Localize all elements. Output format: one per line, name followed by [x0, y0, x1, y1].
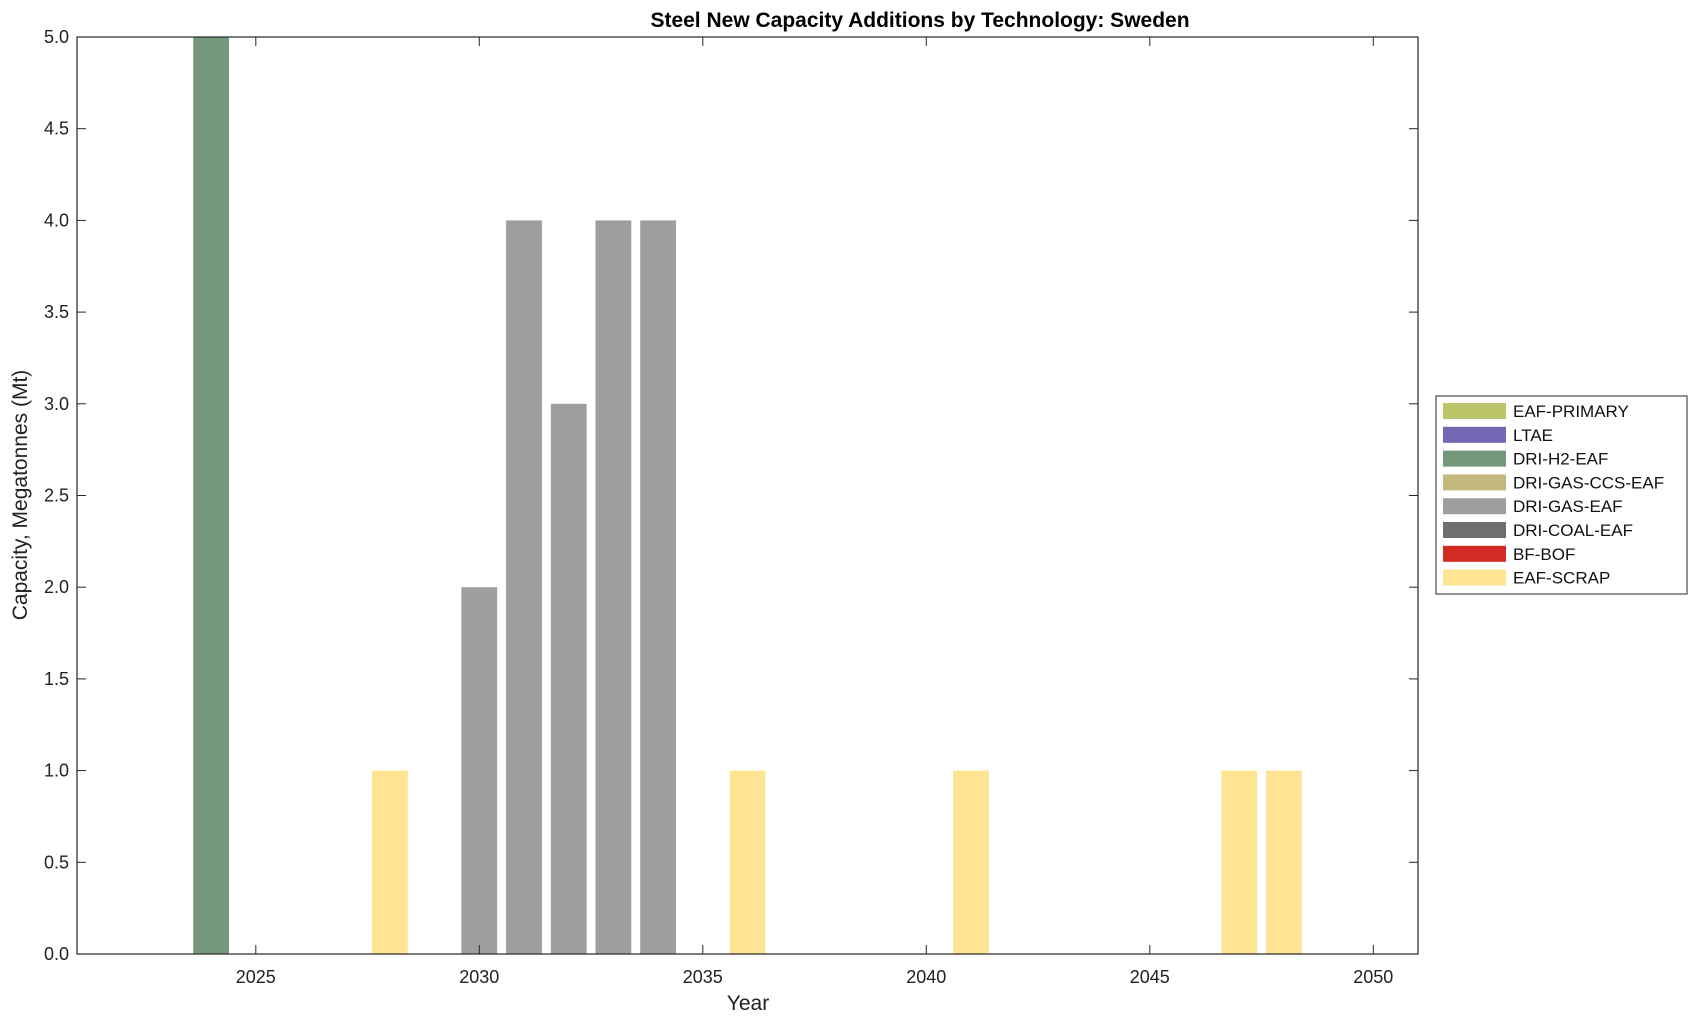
legend-swatch-eaf-scrap [1443, 569, 1506, 586]
legend-label-dri-gas-ccs-eaf: DRI-GAS-CCS-EAF [1513, 473, 1664, 492]
y-tick-label: 4.5 [44, 119, 69, 139]
x-tick-label: 2045 [1130, 967, 1170, 987]
y-tick-label: 3.5 [44, 302, 69, 322]
legend-label-ltae: LTAE [1513, 426, 1553, 445]
legend-swatch-dri-gas-eaf [1443, 498, 1506, 515]
legend-label-dri-h2-eaf: DRI-H2-EAF [1513, 450, 1608, 469]
y-axis: 0.0 0.5 1.0 1.5 2.0 2.5 3.0 3.5 4.0 4.5 5.0 [44, 27, 1418, 964]
legend-swatch-eaf-primary [1443, 403, 1506, 419]
x-tick-label: 2050 [1353, 967, 1393, 987]
chart-title: Steel New Capacity Additions by Technolo… [650, 9, 1189, 32]
bar-dri-gas-eaf-2033 [595, 220, 632, 954]
x-tick-label: 2040 [906, 967, 946, 987]
y-tick-label: 2.5 [44, 486, 69, 506]
legend: EAF-PRIMARY LTAE DRI-H2-EAF DRI-GAS-CCS-EAF… [1435, 395, 1688, 595]
bar-dri-gas-eaf-2031 [506, 220, 542, 954]
bar-eaf-scrap-2028 [372, 770, 408, 954]
y-tick-label: 1.5 [44, 669, 69, 689]
bar-eaf-scrap-2048 [1266, 770, 1302, 954]
x-axis-label: Year [727, 992, 769, 1015]
x-tick-label: 2025 [236, 967, 276, 987]
legend-swatch-bf-bof [1443, 545, 1506, 562]
y-tick-label: 0.5 [44, 852, 69, 872]
bar-eaf-scrap-2047 [1221, 770, 1258, 954]
legend-label-bf-bof: BF-BOF [1513, 545, 1575, 564]
bar-dri-gas-eaf-2032 [550, 403, 587, 954]
y-axis-label: Capacity, Megatonnes (Mt) [9, 370, 32, 621]
bar-dri-gas-eaf-2030 [461, 587, 498, 954]
legend-swatch-dri-gas-ccs-eaf [1443, 474, 1506, 491]
y-tick-label: 1.0 [44, 761, 69, 781]
legend-label-dri-coal-eaf: DRI-COAL-EAF [1513, 521, 1633, 540]
y-tick-label: 4.0 [44, 210, 69, 230]
legend-label-eaf-scrap: EAF-SCRAP [1513, 569, 1610, 588]
bars-layer [193, 37, 1302, 954]
legend-label-dri-gas-eaf: DRI-GAS-EAF [1513, 497, 1623, 516]
legend-swatch-ltae [1443, 426, 1506, 443]
bar-eaf-scrap-2041 [953, 770, 989, 954]
bar-dri-h2-eaf-2024 [193, 37, 229, 954]
legend-swatch-dri-h2-eaf [1443, 450, 1506, 467]
x-tick-label: 2035 [683, 967, 723, 987]
y-tick-label: 0.0 [44, 944, 69, 964]
legend-swatch-dri-coal-eaf [1443, 522, 1506, 538]
bar-dri-gas-eaf-2034 [640, 220, 676, 954]
y-tick-label: 5.0 [44, 27, 69, 47]
x-axis: 2025 2030 2035 2040 2045 2050 [236, 37, 1393, 987]
y-tick-label: 3.0 [44, 394, 69, 414]
x-tick-label: 2030 [459, 967, 499, 987]
legend-frame [1435, 395, 1688, 595]
legend-label-eaf-primary: EAF-PRIMARY [1513, 402, 1629, 421]
y-tick-label: 2.0 [44, 577, 69, 597]
bar-eaf-scrap-2036 [729, 770, 766, 954]
